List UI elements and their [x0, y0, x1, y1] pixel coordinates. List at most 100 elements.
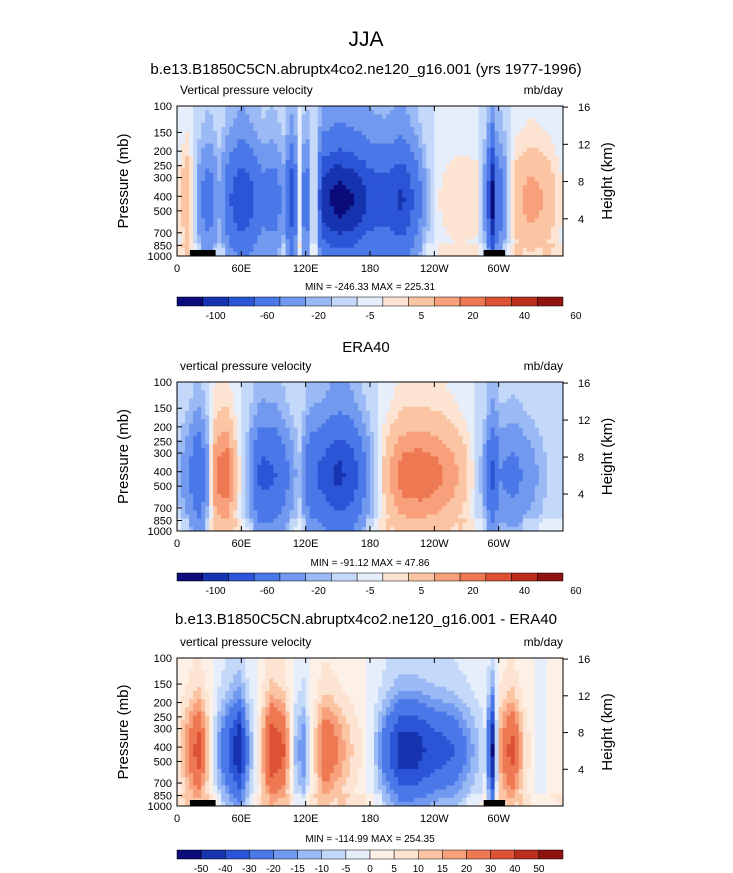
field-cell — [422, 181, 427, 186]
field-cell — [438, 160, 443, 165]
field-cell — [329, 382, 335, 387]
field-cell — [285, 235, 290, 240]
field-cell — [309, 247, 315, 253]
field-cell — [482, 235, 487, 240]
field-cell — [317, 526, 323, 532]
field-cell — [241, 139, 246, 144]
field-cell — [181, 522, 186, 528]
field-cell — [249, 126, 254, 132]
field-cell — [301, 394, 307, 399]
field-cell — [514, 176, 520, 182]
field-cell — [293, 468, 299, 474]
field-cell — [193, 118, 198, 124]
field-cell — [277, 110, 282, 115]
field-cell — [277, 382, 282, 387]
field-cell — [398, 110, 403, 115]
field-cell — [482, 231, 487, 236]
field-cell — [241, 206, 246, 211]
field-cell — [213, 456, 218, 462]
field-cell — [205, 497, 210, 503]
field-cell — [221, 464, 226, 470]
field-cell — [406, 226, 411, 232]
field-cell — [321, 510, 327, 515]
field-cell — [265, 410, 270, 416]
field-cell — [406, 193, 411, 199]
field-cell — [538, 181, 544, 186]
field-cell — [518, 110, 524, 115]
field-cell — [205, 156, 210, 161]
field-cell — [209, 464, 214, 470]
field-cell — [382, 185, 387, 190]
field-cell — [378, 156, 383, 161]
field-cell — [386, 114, 391, 119]
field-cell — [237, 193, 242, 199]
field-cell — [261, 522, 266, 528]
field-cell — [546, 222, 552, 228]
field-cell — [285, 139, 290, 144]
field-cell — [470, 226, 475, 232]
field-cell — [510, 164, 516, 169]
field-cell — [317, 398, 323, 404]
field-cell — [313, 206, 319, 211]
field-cell — [285, 502, 290, 507]
field-cell — [313, 522, 319, 528]
field-cell — [502, 222, 508, 228]
field-cell — [305, 135, 311, 140]
field-cell — [269, 464, 274, 470]
field-cell — [410, 222, 415, 228]
field-cell — [361, 176, 367, 182]
field-cell — [333, 473, 339, 478]
field-cell — [225, 172, 230, 178]
field-cell — [309, 151, 315, 157]
field-cell — [370, 218, 375, 224]
field-cell — [189, 114, 194, 119]
field-cell — [450, 193, 455, 199]
field-cell — [458, 135, 463, 140]
y-tick-label: 250 — [154, 161, 172, 173]
colorbar-bin — [459, 296, 487, 307]
field-cell — [317, 172, 323, 178]
field-cell — [434, 172, 439, 178]
field-cell — [293, 464, 299, 470]
field-cell — [442, 197, 447, 203]
field-cell — [341, 143, 347, 149]
field-cell — [213, 410, 218, 416]
field-cell — [205, 456, 210, 462]
field-cell — [514, 218, 520, 224]
field-cell — [273, 143, 278, 149]
field-cell — [309, 181, 315, 186]
field-cell — [442, 239, 447, 244]
field-cell — [197, 410, 202, 416]
field-cell — [482, 131, 487, 136]
field-cell — [325, 510, 331, 515]
field-cell — [177, 390, 182, 395]
field-cell — [414, 226, 419, 232]
field-cell — [361, 106, 367, 111]
field-cell — [374, 235, 379, 240]
field-cell — [237, 415, 242, 420]
field-cell — [518, 143, 524, 149]
field-cell — [253, 193, 258, 199]
field-cell — [213, 477, 218, 482]
field-cell — [398, 206, 403, 211]
field-cell — [253, 164, 258, 169]
field-cell — [189, 502, 194, 507]
field-cell — [386, 189, 391, 194]
field-cell — [530, 239, 536, 244]
field-cell — [378, 168, 383, 174]
field-cell — [213, 181, 218, 186]
field-cell — [221, 151, 226, 157]
field-cell — [486, 164, 492, 169]
field-cell — [185, 185, 190, 190]
field-cell — [446, 197, 451, 203]
field-cell — [370, 110, 375, 115]
field-cell — [321, 435, 327, 441]
field-cell — [514, 172, 520, 178]
field-cell — [394, 231, 399, 236]
field-cell — [229, 435, 234, 441]
field-cell — [181, 468, 186, 474]
field-cell — [269, 518, 274, 524]
field-cell — [434, 168, 439, 174]
field-cell — [382, 214, 387, 219]
field-cell — [474, 135, 479, 140]
